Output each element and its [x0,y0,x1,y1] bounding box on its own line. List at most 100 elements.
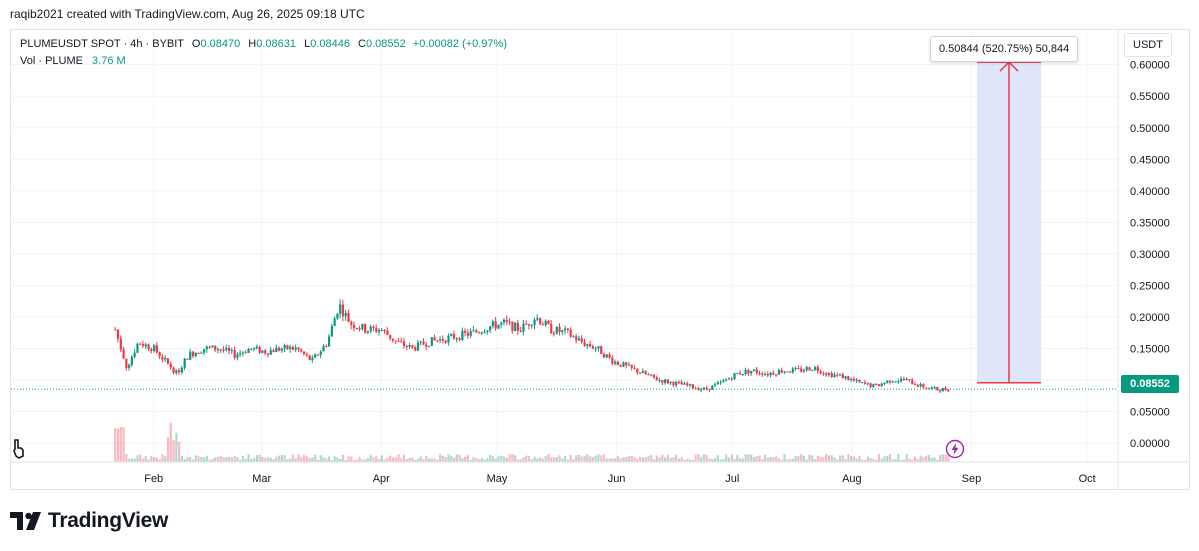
candle-body [555,326,558,334]
volume-bar [161,454,164,462]
volume-bar [558,455,561,462]
candle-body [264,350,267,354]
candle-body [622,362,625,367]
volume-bar [344,459,347,462]
candle-body [664,379,667,383]
volume-bar [400,458,403,462]
candle-body [630,364,633,368]
candle-body [253,348,256,350]
candle-body [644,371,647,375]
candle-body [327,336,331,347]
candle-body [336,313,339,319]
volume-bar [516,459,520,462]
volume-bar [708,458,711,462]
volume-bar [800,454,803,462]
candle-body [791,368,794,373]
volume-bar [547,454,550,462]
brand-text: TradingView [48,509,169,532]
candle-body [350,321,353,325]
volume-bar [300,456,303,462]
candle-body [800,368,803,372]
volume-bar [178,441,181,462]
volume-bar [258,454,261,462]
volume-bar [305,456,308,462]
candle-body [325,346,328,348]
candle-body [850,378,853,381]
candle-body [241,352,245,354]
candle-body [650,374,653,376]
candle-body [269,350,272,355]
volume-bar [822,457,825,462]
volume-bar [219,456,222,462]
flash-icon[interactable] [945,439,965,459]
candle-body [594,348,597,350]
volume-bar [364,459,367,462]
close-value: 0.08552 [365,38,406,50]
chart-frame[interactable] [10,29,1190,490]
volume-bar [322,457,325,462]
candle-body [352,324,356,329]
currency-button[interactable]: USDT [1124,33,1172,57]
candle-body [772,372,775,375]
candle-body [372,326,375,329]
candle-body [741,374,744,376]
candles [114,299,950,394]
candle-body [219,349,222,351]
volume-bar [433,458,436,462]
volume-bar [294,458,297,462]
candle-body [444,340,447,343]
volume-bar [583,455,586,462]
volume-bar [441,455,445,462]
volume-bar [630,455,633,462]
candle-body [727,378,731,380]
candle-body [586,344,589,346]
candle-body [311,357,314,360]
volume-bar [411,457,414,462]
volume-bar [341,454,345,462]
volume-bar [455,454,458,462]
candle-body [539,318,542,325]
volume-bar [761,459,764,462]
candle-body [153,345,156,351]
candle-body [627,364,631,366]
symbol-title[interactable]: PLUMEUSDT SPOT · 4h · BYBIT [20,38,184,50]
volume-bar [877,454,881,462]
candle-body [380,329,383,331]
volume-bar [416,458,420,462]
candle-body [366,331,370,333]
volume-bar [627,455,631,462]
candle-body [530,324,533,326]
volume-title[interactable]: Vol · PLUME [20,55,83,67]
candle-body [916,385,919,387]
volume-bar [705,454,708,462]
volume-bar [261,457,264,462]
volume-bar [533,456,536,462]
candle-body [275,347,278,353]
candle-body [397,340,400,342]
volume-bar [155,457,158,462]
candle-body [408,345,411,347]
volume-bar [361,459,364,462]
volume-bar [683,459,686,462]
candle-body [614,361,617,364]
volume-bar [347,456,350,462]
volume-bar [216,456,220,462]
volume-bar [280,454,283,462]
volume-bar [622,457,625,462]
candle-body [552,333,556,335]
volume-bar [591,457,595,462]
tradingview-logo[interactable]: TradingView [10,508,168,534]
candle-body [125,358,128,368]
volume-bar [636,458,639,462]
candle-body [572,336,575,338]
volume-bar [811,455,814,462]
candle-body [228,347,231,351]
volume-bar [330,459,333,462]
candle-body [747,370,750,374]
candle-body [652,374,656,378]
edit-icon[interactable] [12,438,26,460]
volume-bar [197,456,200,462]
volume-bar [450,455,453,462]
candle-body [775,374,778,376]
